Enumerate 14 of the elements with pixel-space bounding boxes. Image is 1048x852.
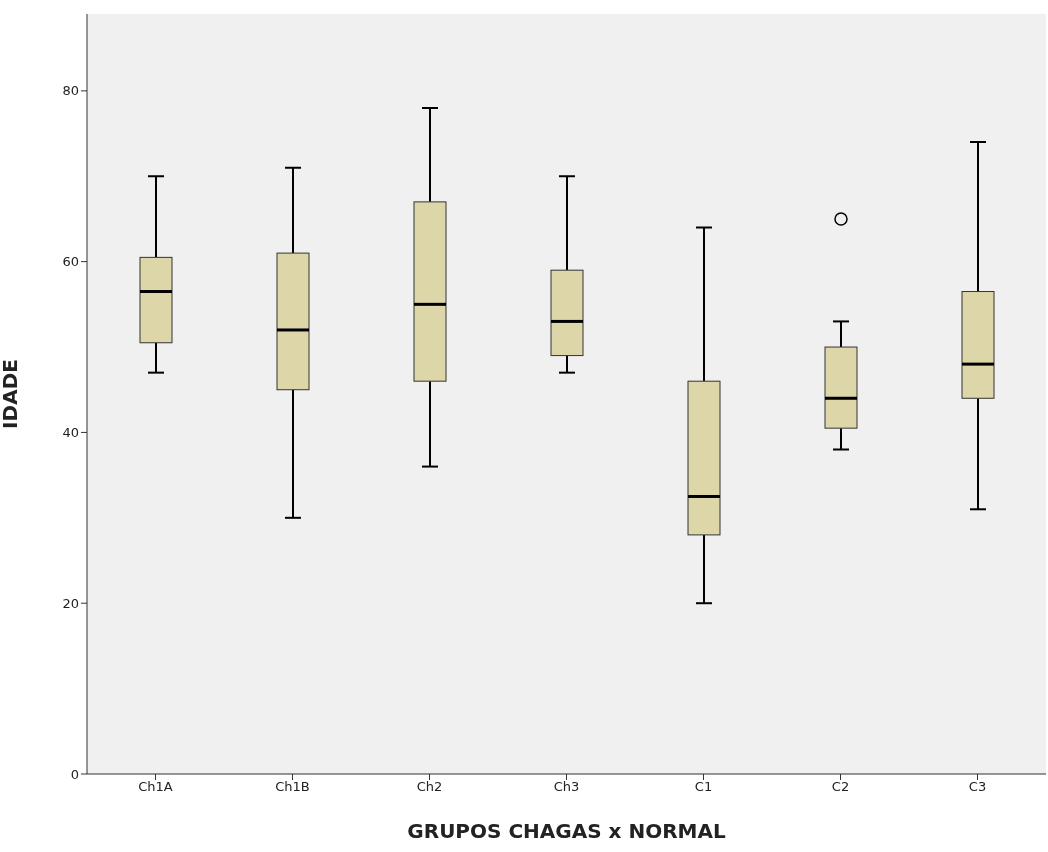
y-axis-title: IDADE (0, 359, 23, 429)
y-tick-label: 40 (62, 425, 79, 441)
y-tick-label: 80 (62, 83, 79, 99)
y-tick-label: 0 (70, 766, 79, 782)
x-tick-label: Ch3 (553, 779, 580, 795)
x-tick-label: Ch2 (416, 779, 443, 795)
x-tick-label: C2 (831, 779, 850, 795)
x-tick-label: Ch1B (275, 779, 310, 795)
x-axis-title: GRUPOS CHAGAS x NORMAL (407, 819, 726, 843)
y-tick-label: 20 (62, 595, 79, 611)
x-tick-label: C1 (694, 779, 713, 795)
x-tick-label: Ch1A (138, 779, 173, 795)
y-tick-label: 60 (62, 254, 79, 270)
x-tick-label: C3 (968, 779, 987, 795)
